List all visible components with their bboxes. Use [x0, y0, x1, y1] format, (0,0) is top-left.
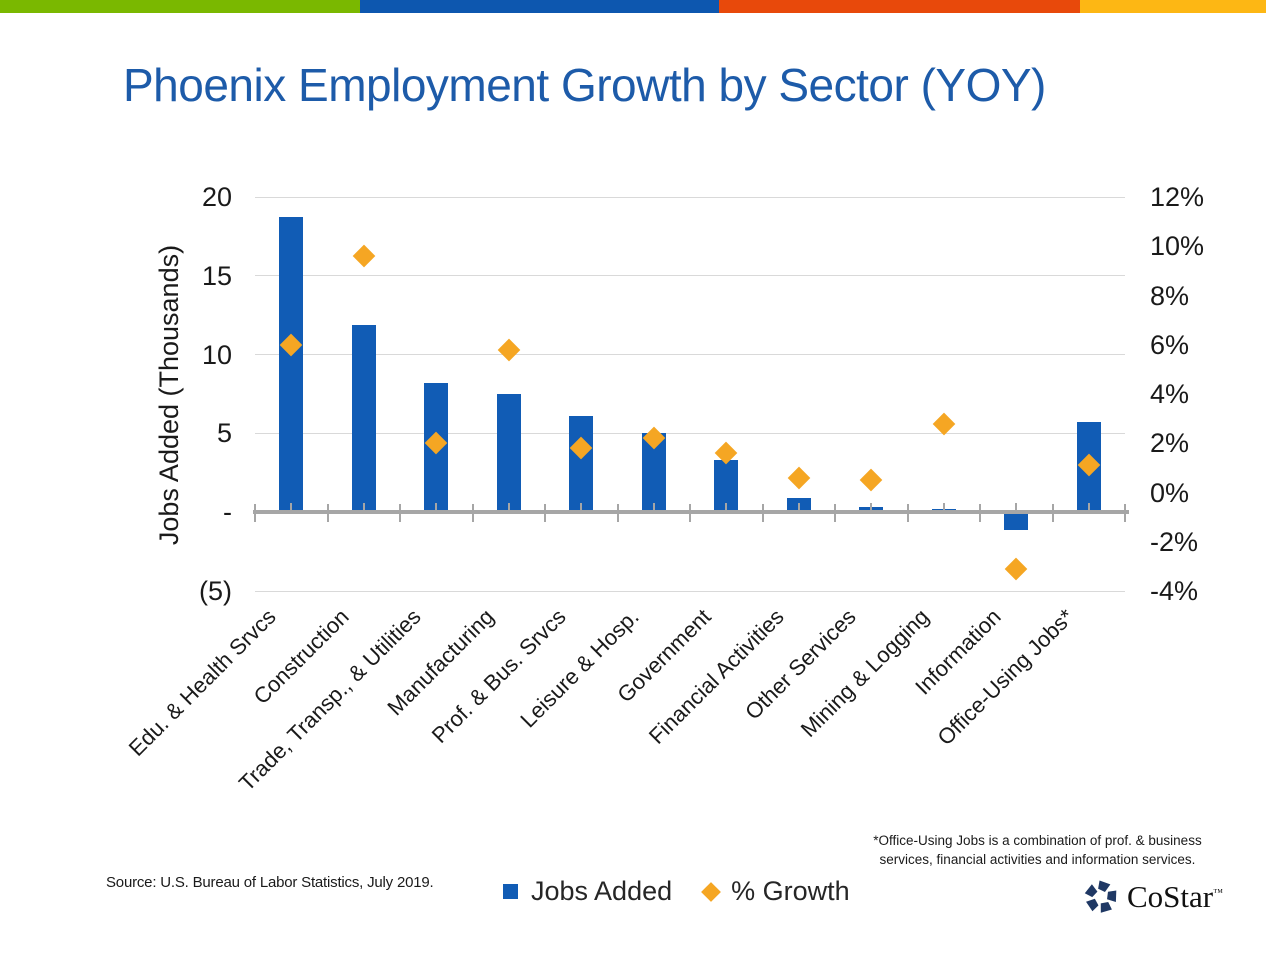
bar-Manufacturing — [496, 394, 521, 513]
legend-label-jobs-added: Jobs Added — [531, 876, 673, 906]
footnote-line-1: *Office-Using Jobs is a combination of p… — [873, 833, 1202, 848]
gridline — [255, 590, 1125, 592]
category-label: Manufacturing — [382, 604, 499, 721]
x-axis-center-tick — [725, 503, 728, 512]
left-axis-tick-label: 10 — [201, 339, 232, 370]
x-axis-boundary-tick — [254, 504, 256, 523]
footnote-line-2: services, financial activities and infor… — [879, 852, 1196, 867]
diamond-Construction — [352, 244, 376, 268]
legend-square-marker — [503, 884, 518, 899]
gridline — [255, 432, 1125, 434]
bar-Information — [1004, 512, 1029, 530]
x-axis-center-tick — [652, 503, 655, 512]
diamond-Mining & Logging — [932, 412, 956, 435]
category-label: Construction — [248, 604, 354, 710]
x-axis-center-tick — [1087, 503, 1090, 512]
source-note: Source: U.S. Bureau of Labor Statistics,… — [106, 874, 434, 891]
right-axis-tick-label: 0% — [1150, 477, 1190, 508]
x-axis-line — [253, 510, 1129, 515]
left-axis-tick-label: 5 — [216, 418, 232, 449]
x-axis-boundary-tick — [906, 504, 909, 523]
costar-logo: CoStar™ — [1083, 878, 1223, 916]
x-axis-boundary-tick — [834, 504, 836, 523]
category-label: Government — [612, 604, 716, 708]
costar-wordmark: CoStar™ — [1127, 879, 1223, 914]
x-axis-center-tick — [435, 503, 438, 512]
right-axis-tick-label: 2% — [1150, 428, 1190, 459]
legend-item-pct-growth: % Growth — [701, 876, 850, 907]
gridline — [255, 196, 1125, 198]
x-axis-boundary-tick — [399, 504, 401, 523]
category-label: Financial Activities — [643, 604, 789, 749]
x-axis-center-tick — [1015, 503, 1018, 512]
gridline — [255, 275, 1125, 277]
right-axis-tick-label: 10% — [1150, 231, 1205, 262]
x-axis-boundary-tick — [1124, 504, 1126, 523]
top-accent-bar — [0, 0, 1266, 13]
right-axis-tick-label: -2% — [1150, 526, 1199, 557]
x-axis-boundary-tick — [616, 504, 619, 523]
x-axis-boundary-tick — [1051, 504, 1054, 523]
left-axis-tick-label: 15 — [201, 260, 232, 291]
category-label: Leisure & Hosp. — [515, 604, 644, 733]
legend-label-pct-growth: % Growth — [731, 876, 850, 906]
left-axis-tick-label: (5) — [199, 576, 232, 606]
x-axis-boundary-tick — [761, 504, 764, 523]
legend-item-jobs-added: Jobs Added — [503, 876, 672, 907]
left-axis-title: Jobs Added (Thousands) — [154, 244, 184, 546]
right-axis-tick-label: 4% — [1150, 379, 1190, 409]
footnote: *Office-Using Jobs is a combination of p… — [845, 831, 1230, 869]
x-axis-boundary-tick — [544, 504, 546, 523]
diamond-Information — [1004, 557, 1028, 581]
diamond-Other Services — [859, 468, 883, 492]
accent-green — [0, 0, 360, 13]
category-label: Trade, Transp., & Utilities — [234, 604, 426, 796]
costar-pinwheel-icon — [1084, 880, 1117, 913]
x-axis-center-tick — [507, 503, 510, 512]
trademark-symbol: ™ — [1213, 887, 1223, 899]
bar-Prof. & Bus. Srvcs — [569, 416, 594, 513]
x-axis-center-tick — [580, 503, 583, 512]
right-axis-tick-label: -4% — [1150, 576, 1199, 606]
x-axis-center-tick — [942, 503, 945, 512]
right-axis-tick-label: 6% — [1150, 329, 1190, 360]
bar-Edu. & Health Srvcs — [279, 217, 304, 513]
chart-title: Phoenix Employment Growth by Sector (YOY… — [123, 59, 1046, 111]
chart-legend: Jobs Added % Growth — [503, 876, 850, 907]
accent-blue — [360, 0, 719, 13]
left-axis-tick-label: - — [223, 497, 232, 528]
accent-yellow — [1080, 0, 1266, 13]
gridline — [255, 354, 1125, 356]
category-label: Prof. & Bus. Srvcs — [427, 604, 571, 748]
x-axis-boundary-tick — [326, 504, 329, 523]
x-axis-boundary-tick — [979, 504, 981, 523]
bar-Construction — [351, 324, 376, 513]
diamond-Manufacturing — [497, 338, 521, 361]
x-axis-center-tick — [870, 503, 873, 512]
x-axis-center-tick — [797, 503, 800, 512]
category-label: Other Services — [740, 604, 861, 725]
right-axis-tick-label: 8% — [1150, 280, 1190, 311]
right-axis-tick-label: 12% — [1150, 182, 1205, 212]
category-label: Edu. & Health Srvcs — [124, 604, 281, 761]
x-axis-center-tick — [362, 503, 365, 512]
legend-diamond-marker — [701, 881, 722, 902]
accent-orange — [719, 0, 1080, 13]
x-axis-center-tick — [290, 503, 293, 512]
x-axis-boundary-tick — [689, 504, 691, 523]
x-axis-boundary-tick — [471, 504, 474, 523]
diamond-Financial Activities — [787, 466, 811, 490]
left-axis-tick-label: 20 — [201, 182, 232, 212]
